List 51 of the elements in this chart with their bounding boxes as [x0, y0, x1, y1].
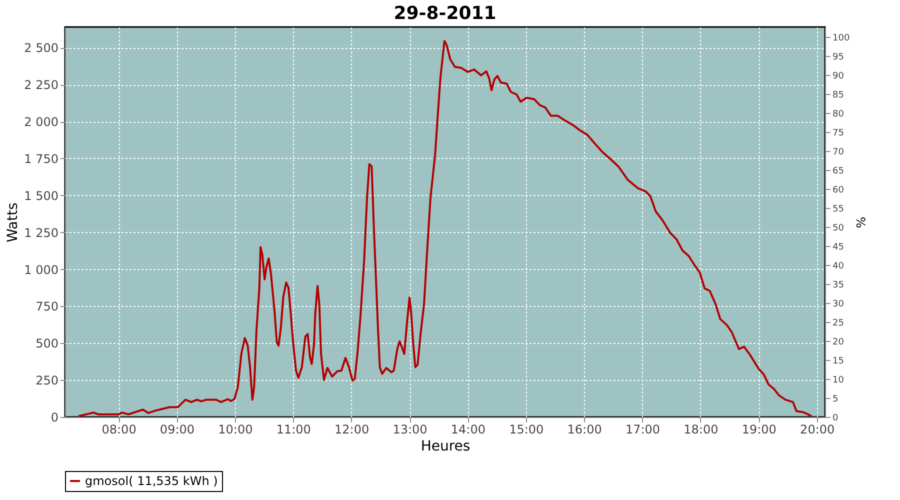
y-tick-label: 1 000 [24, 262, 58, 277]
y2-tick-label: 15 [832, 356, 844, 366]
y2-tick-label: 20 [832, 337, 844, 348]
y2-tick-label: 45 [832, 242, 844, 252]
y2-tick-label: 0 [832, 414, 838, 424]
y-tick-label: 1 500 [24, 188, 58, 203]
y-tick-label: 2 500 [24, 41, 58, 56]
line-series [77, 40, 813, 418]
x-tick-label: 10:00 [218, 422, 253, 436]
x-tick-label: 15:00 [509, 422, 544, 436]
y2-tick-label: 100 [832, 33, 850, 44]
y-tick-label: 2 000 [24, 115, 58, 130]
x-tick-label: 19:00 [742, 422, 776, 436]
x-tick-label: 12:00 [334, 422, 370, 436]
y2-tick-label: 50 [832, 223, 844, 234]
x-tick-label: 13:00 [392, 422, 428, 436]
x-tick-label: 17:00 [625, 422, 660, 436]
x-tick-label: 18:00 [684, 422, 718, 436]
y-tick-label: 250 [36, 374, 58, 388]
y2-tick-label: 10 [832, 375, 844, 386]
y2-tick-label: 25 [832, 318, 844, 328]
y2-tick-label: 35 [832, 280, 844, 290]
y2-tick-label: 5 [832, 394, 838, 404]
y2-tick-label: 80 [832, 109, 844, 120]
y2-tick-label: 55 [832, 204, 844, 214]
x-tick-label: 20:00 [800, 422, 835, 436]
y2-axis-title: % [854, 216, 868, 228]
x-tick-label: 14:00 [450, 422, 486, 436]
y2-tick-label: 60 [832, 185, 844, 196]
y-tick-label: 750 [36, 300, 58, 314]
y2-tick-label: 95 [832, 52, 844, 62]
y2-tick-label: 75 [832, 128, 844, 138]
y-tick-label: 2 250 [24, 78, 58, 92]
chart-title: 29-8-2011 [394, 3, 496, 24]
y2-tick-label: 65 [832, 166, 844, 176]
y-tick-label: 0 [50, 410, 58, 424]
legend-label: gmosol( 11,535 kWh ) [85, 474, 218, 488]
x-tick-label: 16:00 [567, 422, 602, 436]
x-tick-label: 11:00 [276, 422, 311, 436]
y-tick-label: 500 [36, 336, 58, 351]
y2-tick-label: 40 [832, 261, 844, 272]
x-tick-label: 08:00 [102, 422, 136, 436]
x-tick-label: 09:00 [160, 422, 195, 436]
y2-tick-label: 85 [832, 90, 844, 100]
y-tick-label: 1 250 [24, 226, 58, 240]
y2-tick-label: 90 [832, 71, 844, 82]
x-axis-title: Heures [420, 438, 470, 454]
y-tick-label: 1 750 [24, 152, 58, 166]
y-axis-title: Watts [5, 202, 22, 242]
y2-tick-label: 30 [832, 299, 844, 310]
y2-tick-label: 70 [832, 147, 844, 158]
